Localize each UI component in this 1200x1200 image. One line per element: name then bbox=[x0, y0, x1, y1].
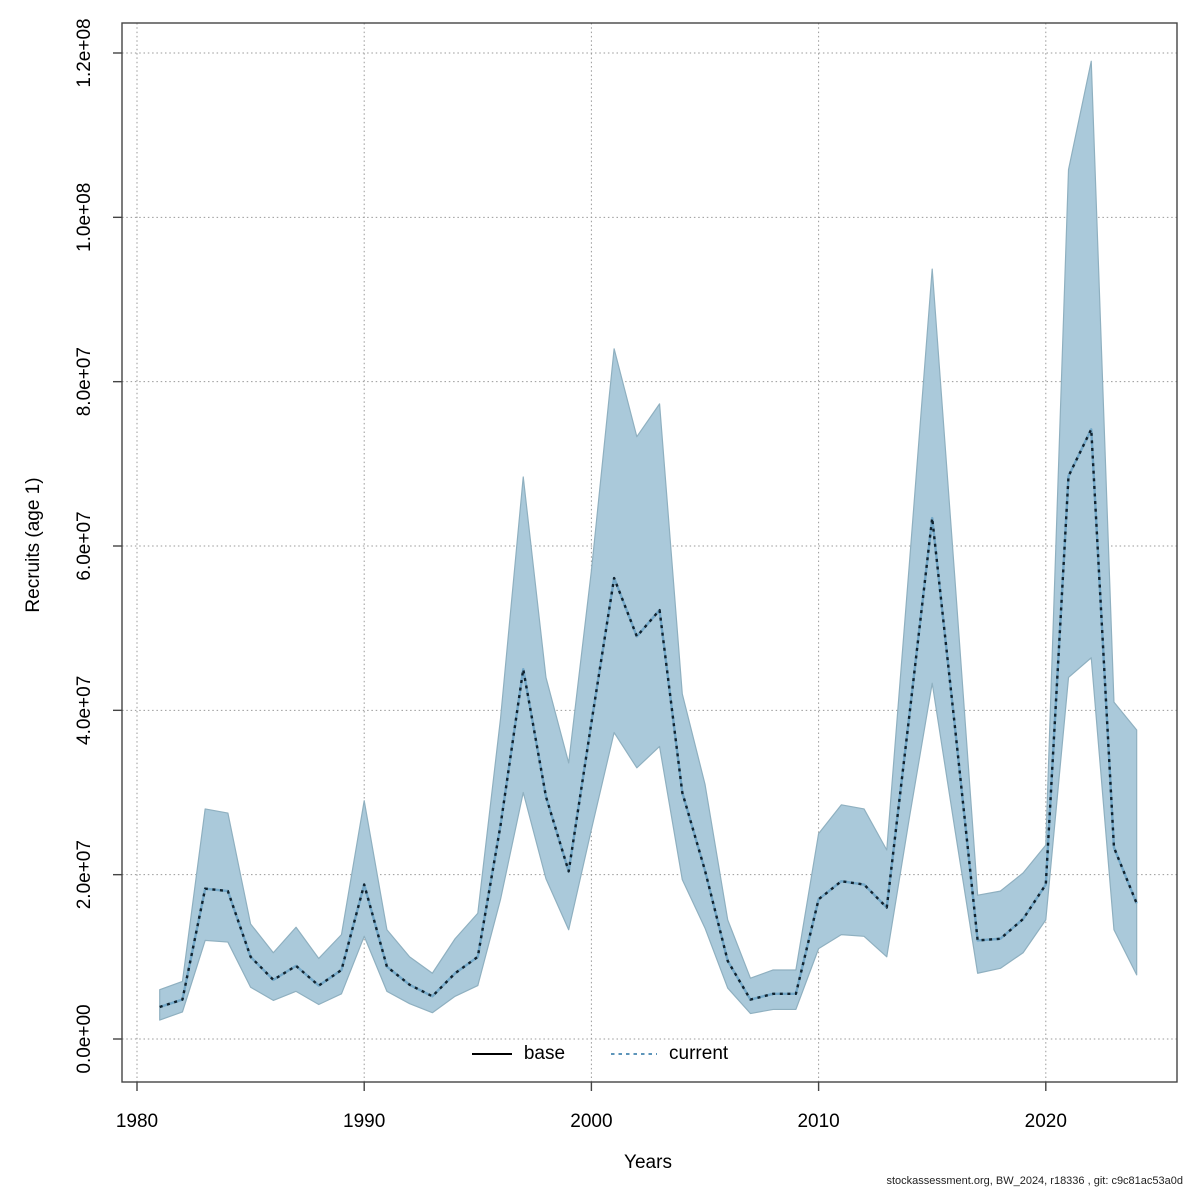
y-tick-label: 2.0e+07 bbox=[74, 840, 95, 909]
x-tick-label: 2020 bbox=[1025, 1111, 1067, 1132]
y-tick-label: 0.0e+00 bbox=[74, 1004, 95, 1073]
legend: base current bbox=[440, 1040, 760, 1068]
legend-item-base: base bbox=[471, 1043, 566, 1065]
y-axis-title: Recruits (age 1) bbox=[23, 477, 44, 613]
legend-item-current: current bbox=[611, 1043, 728, 1065]
confidence-band bbox=[159, 60, 1138, 1021]
x-axis-title: Years bbox=[624, 1152, 672, 1173]
watermark-text: stockassessment.org, BW_2024, r18336 , g… bbox=[886, 1175, 1183, 1187]
plot-box bbox=[121, 22, 1178, 1083]
y-tick-label: 1.2e+08 bbox=[74, 18, 95, 87]
legend-current-line-sample bbox=[611, 1052, 658, 1056]
y-tick-label: 1.0e+08 bbox=[74, 183, 95, 252]
y-tick-label: 6.0e+07 bbox=[74, 511, 95, 580]
x-tick-label: 1980 bbox=[116, 1111, 158, 1132]
y-tick-label: 8.0e+07 bbox=[74, 347, 95, 416]
legend-label-base: base bbox=[523, 1043, 566, 1064]
x-tick-label: 2010 bbox=[797, 1111, 839, 1132]
y-tick-label: 4.0e+07 bbox=[74, 676, 95, 745]
legend-base-line-sample bbox=[471, 1053, 512, 1055]
base-line bbox=[159, 428, 1138, 1009]
x-tick-label: 1990 bbox=[343, 1111, 385, 1132]
legend-label-current: current bbox=[669, 1043, 729, 1064]
x-tick-label: 2000 bbox=[570, 1111, 612, 1132]
